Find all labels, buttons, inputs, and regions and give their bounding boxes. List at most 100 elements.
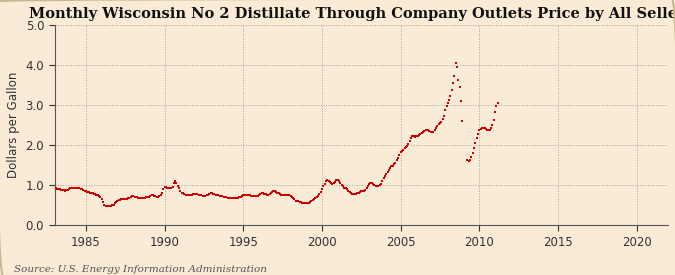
Point <box>66 186 77 190</box>
Point <box>284 193 294 197</box>
Point <box>399 146 410 151</box>
Point <box>368 182 379 186</box>
Point <box>314 191 325 196</box>
Point <box>435 121 446 125</box>
Point <box>325 180 335 185</box>
Point <box>261 192 272 197</box>
Point <box>479 126 490 131</box>
Point <box>406 136 416 141</box>
Point <box>402 144 412 148</box>
Point <box>247 194 258 198</box>
Point <box>101 204 111 208</box>
Point <box>398 147 408 152</box>
Point <box>369 183 380 188</box>
Point <box>387 163 398 168</box>
Point <box>332 177 343 182</box>
Point <box>308 197 319 202</box>
Point <box>209 192 220 196</box>
Point <box>124 196 135 200</box>
Point <box>331 177 342 182</box>
Point <box>63 187 74 191</box>
Point <box>271 189 281 194</box>
Point <box>260 192 271 196</box>
Point <box>267 189 277 194</box>
Point <box>101 204 112 208</box>
Point <box>335 181 346 185</box>
Point <box>436 119 447 124</box>
Point <box>390 161 401 165</box>
Point <box>251 194 262 198</box>
Point <box>159 185 170 189</box>
Point <box>470 141 481 145</box>
Point <box>218 194 229 199</box>
Point <box>302 201 313 205</box>
Point <box>169 179 180 183</box>
Point <box>204 192 215 196</box>
Point <box>343 188 354 193</box>
Point <box>328 181 339 185</box>
Point <box>219 195 230 199</box>
Point <box>449 74 460 78</box>
Point <box>322 178 333 183</box>
Point <box>178 191 188 196</box>
Point <box>171 181 182 185</box>
Point <box>59 188 70 193</box>
Point <box>138 196 149 200</box>
Point <box>95 195 106 200</box>
Point <box>468 146 479 151</box>
Point <box>421 128 432 132</box>
Point <box>117 197 128 202</box>
Point <box>264 192 275 196</box>
Point <box>99 202 110 207</box>
Point <box>360 188 371 192</box>
Point <box>475 127 486 131</box>
Point <box>125 194 136 199</box>
Point <box>146 193 157 197</box>
Point <box>346 190 356 195</box>
Point <box>187 192 198 197</box>
Point <box>72 186 82 190</box>
Point <box>472 132 483 136</box>
Point <box>378 176 389 181</box>
Point <box>410 135 421 139</box>
Point <box>229 196 240 200</box>
Point <box>483 128 494 133</box>
Point <box>491 104 502 108</box>
Point <box>477 126 487 131</box>
Point <box>305 200 316 204</box>
Point <box>172 184 183 188</box>
Point <box>453 78 464 82</box>
Point <box>98 200 109 204</box>
Point <box>69 186 80 190</box>
Point <box>392 158 402 163</box>
Point <box>129 194 140 199</box>
Point <box>52 187 63 191</box>
Point <box>440 108 451 112</box>
Point <box>393 155 404 160</box>
Point <box>323 179 334 183</box>
Point <box>277 193 288 197</box>
Point <box>236 195 246 199</box>
Point <box>259 191 270 196</box>
Point <box>429 128 440 132</box>
Point <box>213 193 224 197</box>
Point <box>208 191 219 196</box>
Point <box>258 191 269 196</box>
Point <box>272 190 283 195</box>
Point <box>486 126 497 131</box>
Point <box>375 182 386 186</box>
Point <box>268 188 279 193</box>
Point <box>281 193 292 197</box>
Point <box>265 191 276 196</box>
Point <box>273 191 284 196</box>
Point <box>418 129 429 133</box>
Point <box>389 162 400 167</box>
Point <box>454 85 465 89</box>
Point <box>450 60 461 65</box>
Point <box>221 195 232 200</box>
Point <box>113 198 124 202</box>
Point <box>108 202 119 207</box>
Point <box>226 196 237 200</box>
Point <box>103 204 113 208</box>
Point <box>222 196 233 200</box>
